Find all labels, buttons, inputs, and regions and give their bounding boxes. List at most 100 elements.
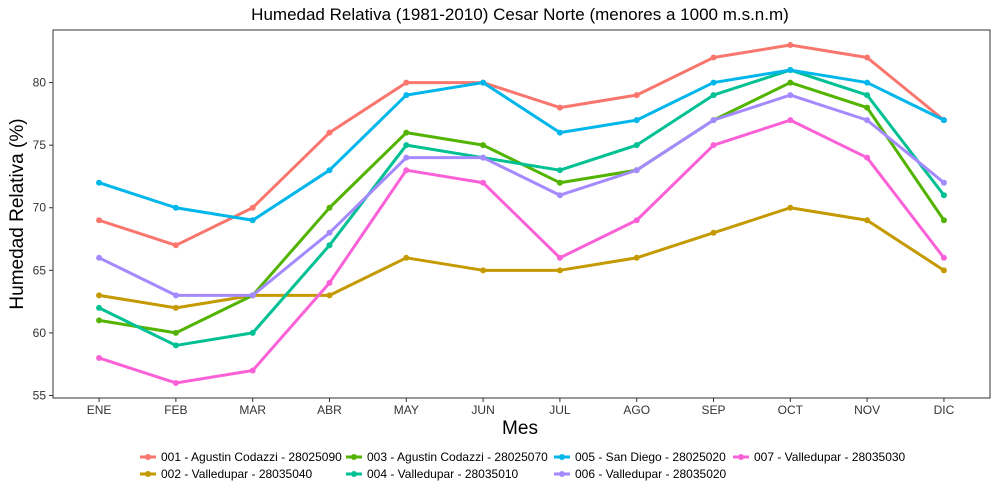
- series-line: [97, 68, 946, 222]
- y-tick-label: 75: [33, 138, 47, 152]
- data-point: [96, 254, 103, 261]
- data-point: [249, 292, 256, 299]
- data-point: [96, 217, 103, 224]
- legend-label: 006 - Valledupar - 28035020: [575, 467, 727, 481]
- data-point: [403, 167, 410, 174]
- x-tick-label: AGO: [623, 403, 650, 417]
- data-point: [326, 204, 333, 211]
- data-point: [787, 79, 794, 86]
- series-7: [96, 117, 947, 386]
- legend-item: 002 - Valledupar - 28035040: [140, 467, 313, 481]
- data-point: [633, 167, 640, 174]
- x-tick-label: ABR: [317, 403, 342, 417]
- data-point: [633, 117, 640, 124]
- x-tick-label: ENE: [87, 403, 112, 417]
- data-point: [633, 217, 640, 224]
- x-tick-label: JUN: [471, 403, 494, 417]
- x-tick-label: FEB: [164, 403, 187, 417]
- y-tick-label: 60: [33, 326, 47, 340]
- legend-key-point: [351, 471, 357, 477]
- legend-item: 007 - Valledupar - 28035030: [733, 450, 906, 464]
- data-point: [940, 217, 947, 224]
- data-point: [710, 79, 717, 86]
- data-point: [710, 142, 717, 149]
- data-point: [249, 329, 256, 336]
- data-point: [556, 192, 563, 199]
- series-line: [97, 118, 946, 385]
- legend-key-point: [738, 454, 744, 460]
- legend-key-point: [145, 471, 151, 477]
- data-point: [940, 267, 947, 274]
- data-point: [556, 254, 563, 261]
- data-point: [403, 79, 410, 86]
- data-point: [940, 192, 947, 199]
- data-point: [249, 217, 256, 224]
- data-point: [787, 204, 794, 211]
- series-line: [97, 43, 946, 247]
- data-point: [940, 117, 947, 124]
- data-point: [633, 92, 640, 99]
- data-point: [864, 104, 871, 111]
- legend-label: 005 - San Diego - 28025020: [575, 450, 726, 464]
- data-point: [326, 167, 333, 174]
- data-point: [403, 92, 410, 99]
- data-point: [326, 229, 333, 236]
- data-point: [710, 54, 717, 61]
- data-point: [864, 154, 871, 161]
- data-point: [172, 292, 179, 299]
- data-point: [633, 254, 640, 261]
- series-layer: [96, 42, 947, 386]
- data-point: [96, 354, 103, 361]
- data-point: [172, 304, 179, 311]
- legend-item: 005 - San Diego - 28025020: [554, 450, 726, 464]
- y-tick-label: 65: [33, 263, 47, 277]
- legend-label: 007 - Valledupar - 28035030: [754, 450, 906, 464]
- y-axis: 55 60 65 70 75 80: [33, 76, 53, 402]
- data-point: [556, 267, 563, 274]
- data-point: [787, 117, 794, 124]
- data-point: [403, 142, 410, 149]
- data-point: [556, 104, 563, 111]
- y-axis-title: Humedad Relativa (%): [7, 118, 28, 309]
- data-point: [787, 92, 794, 99]
- data-point: [326, 242, 333, 249]
- data-point: [326, 292, 333, 299]
- legend-label: 004 - Valledupar - 28035010: [367, 467, 519, 481]
- data-point: [940, 254, 947, 261]
- legend-key-point: [559, 454, 565, 460]
- data-point: [710, 117, 717, 124]
- data-point: [96, 317, 103, 324]
- y-tick-label: 70: [33, 201, 47, 215]
- legend-item: 001 - Agustin Codazzi - 28025090: [140, 450, 342, 464]
- data-point: [556, 129, 563, 136]
- data-point: [940, 179, 947, 186]
- data-point: [864, 79, 871, 86]
- data-point: [96, 179, 103, 186]
- data-point: [864, 117, 871, 124]
- data-point: [172, 204, 179, 211]
- data-point: [556, 167, 563, 174]
- series-line: [97, 68, 946, 347]
- data-point: [326, 279, 333, 286]
- data-point: [403, 254, 410, 261]
- legend: 001 - Agustin Codazzi - 28025090 002 - Va…: [140, 450, 906, 481]
- series-5: [96, 67, 947, 224]
- data-point: [480, 179, 487, 186]
- data-point: [172, 379, 179, 386]
- data-point: [96, 292, 103, 299]
- data-point: [710, 229, 717, 236]
- legend-item: 003 - Agustin Codazzi - 28025070: [346, 450, 548, 464]
- series-6: [96, 92, 947, 299]
- data-point: [403, 154, 410, 161]
- data-point: [249, 367, 256, 374]
- data-point: [633, 142, 640, 149]
- data-point: [249, 204, 256, 211]
- data-point: [480, 267, 487, 274]
- data-point: [864, 92, 871, 99]
- x-tick-label: NOV: [854, 403, 880, 417]
- data-point: [480, 79, 487, 86]
- legend-item: 006 - Valledupar - 28035020: [554, 467, 727, 481]
- data-point: [96, 304, 103, 311]
- data-point: [710, 92, 717, 99]
